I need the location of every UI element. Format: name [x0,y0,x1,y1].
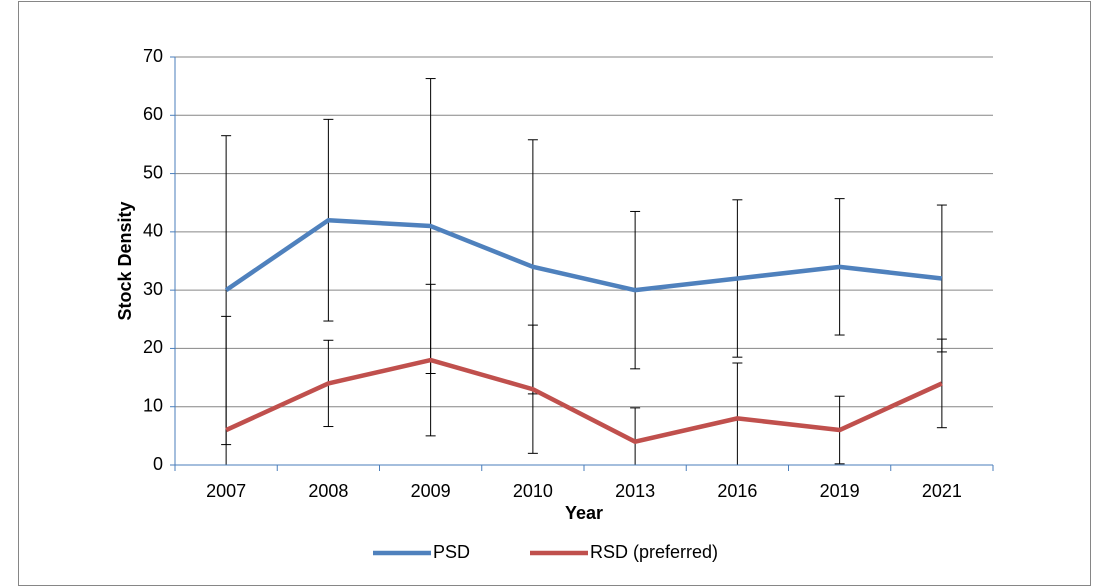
x-tick-label: 2019 [820,481,860,501]
x-tick-label: 2016 [717,481,757,501]
legend-label: RSD (preferred) [590,542,718,562]
x-tick-label: 2010 [513,481,553,501]
lines [224,217,943,444]
chart-border [18,1,1091,586]
y-tick-label: 60 [143,104,163,124]
y-tick-label: 0 [153,454,163,474]
legend: PSD RSD (preferred) [373,542,718,562]
y-tick-label: 30 [143,279,163,299]
y-tick-label: 20 [143,337,163,357]
legend-label: PSD [433,542,470,562]
x-tick-label: 2021 [922,481,962,501]
y-tick-label: 50 [143,162,163,182]
series-line [225,357,943,444]
x-tick-label: 2009 [411,481,451,501]
x-tick-label: 2013 [615,481,655,501]
grid [175,56,993,408]
x-axis-title: Year [565,503,603,523]
series-line [224,217,943,293]
x-tick-label: 2007 [206,481,246,501]
y-tick-label: 40 [143,221,163,241]
y-tick-label: 10 [143,395,163,415]
x-tick-label: 2008 [308,481,348,501]
y-axis-title: Stock Density [115,201,135,320]
axes: 0 10 20 30 40 50 60 70 2007 2008 2009 2010 2013 2016 2… [143,46,994,501]
y-tick-label: 70 [143,46,163,66]
